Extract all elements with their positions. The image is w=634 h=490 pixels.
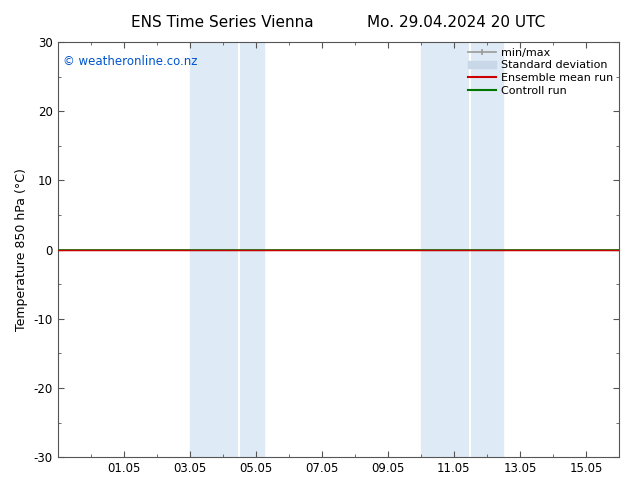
Y-axis label: Temperature 850 hPa (°C): Temperature 850 hPa (°C) [15,168,28,331]
Text: Mo. 29.04.2024 20 UTC: Mo. 29.04.2024 20 UTC [367,15,546,30]
Legend: min/max, Standard deviation, Ensemble mean run, Controll run: min/max, Standard deviation, Ensemble me… [465,44,617,99]
Text: © weatheronline.co.nz: © weatheronline.co.nz [63,54,198,68]
Bar [421,42,503,457]
Text: ENS Time Series Vienna: ENS Time Series Vienna [131,15,313,30]
Bar [190,42,264,457]
